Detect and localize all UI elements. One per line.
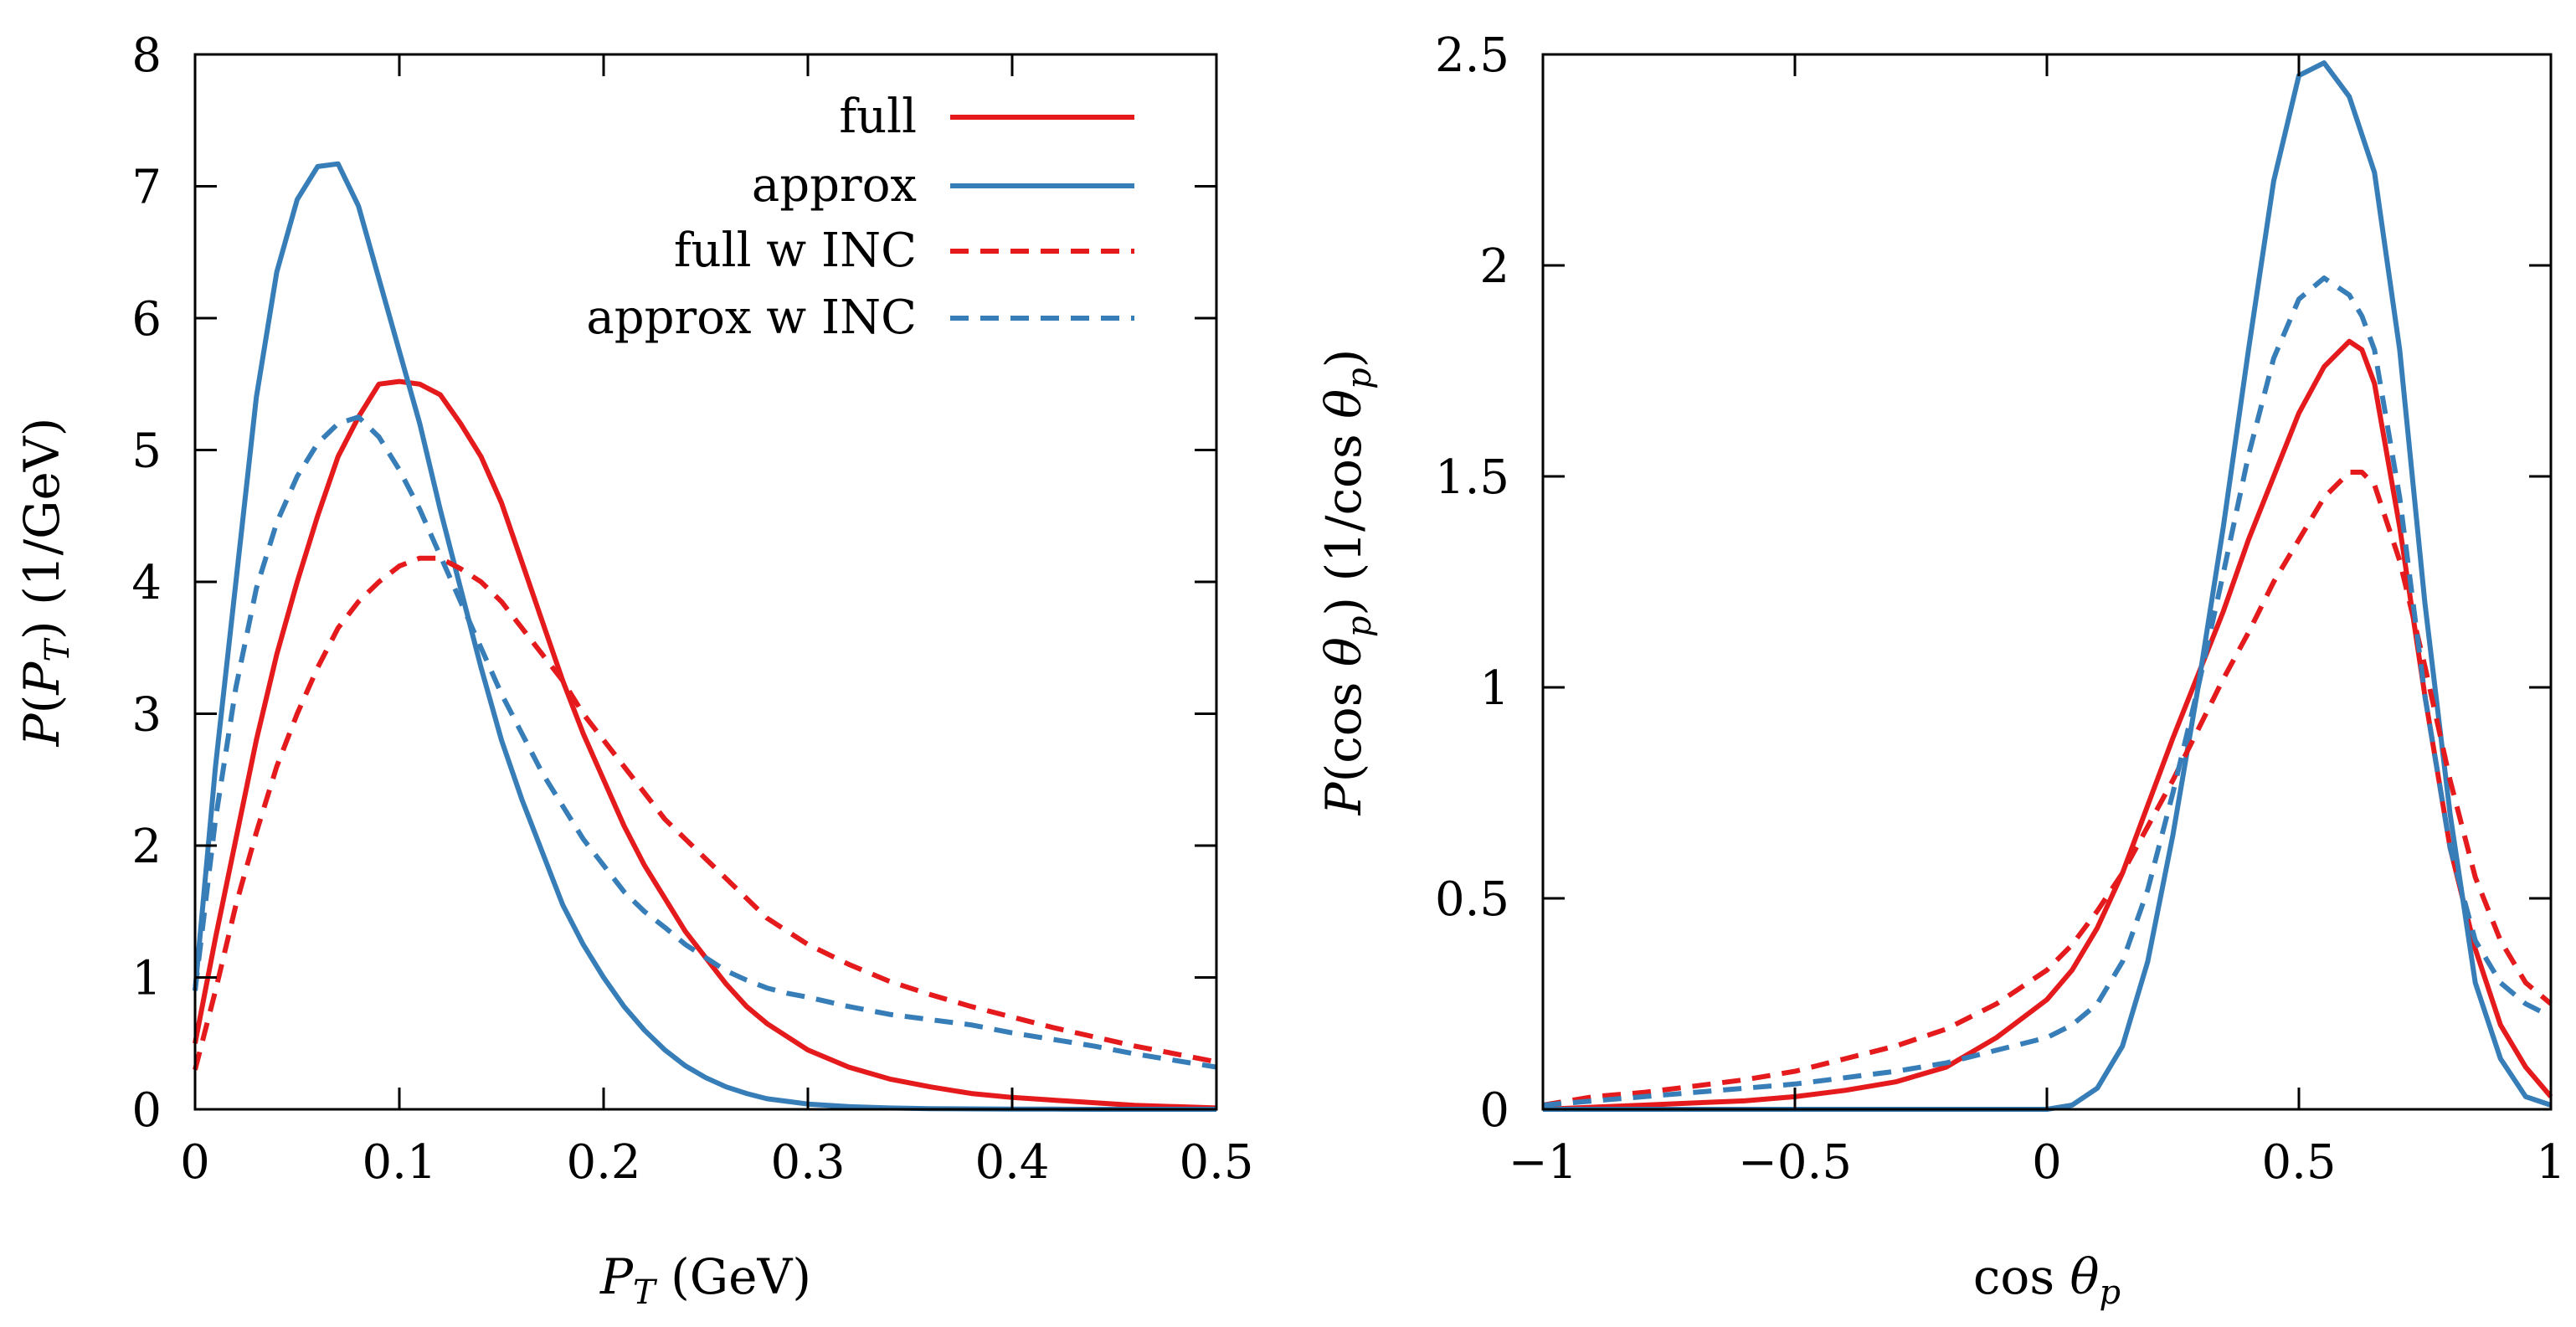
- x-tick-label: 0: [2032, 1135, 2062, 1190]
- x-tick-label: −0.5: [1738, 1135, 1852, 1190]
- x-title-subscript: p: [2099, 1273, 2121, 1312]
- y-axis-title: P(PT) (1/GeV): [13, 418, 77, 748]
- y-tick-label: 2: [131, 820, 162, 874]
- y-axis-title: P(cos θp) (1/cos θp): [1315, 349, 1379, 816]
- y-title-subscript: T: [39, 637, 77, 662]
- x-title-unit: (GeV): [656, 1248, 811, 1305]
- y-tick-label: 7: [131, 161, 162, 215]
- y-tick-label: 1: [1479, 661, 1509, 716]
- legend-label: approx: [752, 158, 917, 213]
- legend-label: full: [839, 90, 917, 144]
- y-title-symbol: P: [1315, 781, 1372, 815]
- x-tick-label: 0.4: [974, 1135, 1049, 1190]
- y-tick-label: 2: [1479, 239, 1509, 294]
- x-axis-title: cos θp: [1973, 1248, 2121, 1312]
- series-line-full-w-INC: [1542, 470, 2553, 1108]
- x-title-subscript: T: [633, 1273, 658, 1312]
- y-tick-label: 3: [131, 688, 162, 743]
- x-tick-label: 0.2: [566, 1135, 640, 1190]
- y-title-close: ): [1315, 349, 1372, 368]
- x-tick-label: 0.5: [1179, 1135, 1253, 1190]
- x-tick-label: −1: [1509, 1135, 1578, 1190]
- x-tick-label: 0.5: [2261, 1135, 2336, 1190]
- y-tick-label: 0.5: [1435, 872, 1509, 927]
- y-tick-label: 6: [131, 292, 162, 347]
- y-title-paren: (: [13, 695, 70, 714]
- y-title-symbol-inner: P: [13, 661, 70, 696]
- y-title-unit: ) (1/cos: [1315, 419, 1372, 616]
- x-title-cos: cos: [1973, 1248, 2070, 1305]
- y-tick-label: 0: [1479, 1083, 1509, 1138]
- y-tick-label: 8: [131, 28, 162, 83]
- x-tick-label: 0: [180, 1135, 210, 1190]
- x-title-symbol: P: [599, 1248, 634, 1305]
- y-title-subscript: p: [1340, 616, 1379, 638]
- x-tick-label: 1: [2536, 1135, 2566, 1190]
- legend-label: full w INC: [674, 224, 917, 278]
- series-line-full: [1542, 338, 2553, 1112]
- series-line-approx: [1543, 60, 2552, 1112]
- y-tick-label: 1.5: [1435, 450, 1509, 505]
- series-line-full: [193, 378, 1217, 1111]
- y-title-cos: (cos: [1315, 666, 1372, 782]
- legend-label: approx w INC: [586, 291, 917, 345]
- y-title-symbol: P: [13, 712, 70, 747]
- plot-frame: [1541, 53, 2553, 1111]
- y-title-theta: θ: [1315, 637, 1372, 666]
- y-tick-label: 1: [131, 952, 162, 1006]
- y-tick-label: 2.5: [1435, 28, 1509, 83]
- y-title-unit: ) (1/GeV): [13, 418, 70, 640]
- y-tick-label: 5: [131, 424, 162, 479]
- x-title-theta: θ: [2070, 1248, 2100, 1305]
- y-title-theta-2: θ: [1315, 389, 1372, 419]
- x-tick-label: 0.1: [362, 1135, 436, 1190]
- x-axis-title: PT (GeV): [599, 1248, 811, 1312]
- series-line-approx-w-INC: [1542, 275, 2553, 1108]
- x-tick-label: 0.3: [770, 1135, 845, 1190]
- legend: full approx full w INC approx w INC: [586, 90, 1134, 345]
- y-tick-label: 4: [131, 556, 162, 610]
- series-line-full-w-INC: [193, 555, 1217, 1071]
- y-tick-label: 0: [131, 1083, 162, 1138]
- plot-frame: [193, 53, 1218, 1111]
- y-title-subscript-2: p: [1340, 368, 1379, 389]
- series-line-approx-w-INC: [193, 414, 1217, 1070]
